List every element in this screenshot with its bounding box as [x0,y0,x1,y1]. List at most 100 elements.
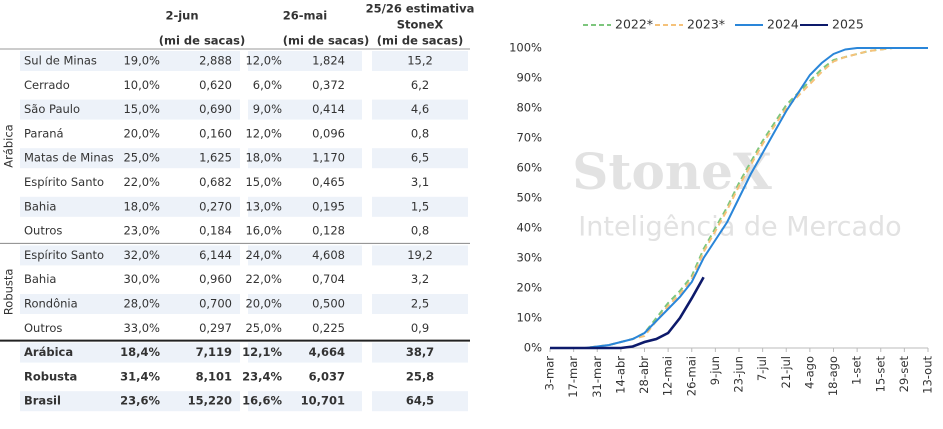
row-shade [248,294,362,314]
legend-label: 2024 [767,17,799,32]
cell: 25,0% [245,321,282,335]
row-shade [20,391,240,412]
y-tick-label: 0% [524,341,542,355]
row-shade [20,148,240,169]
x-tick-label: 29-set [897,356,911,393]
cell: 7,119 [196,345,232,359]
cell: 0,8 [411,126,429,140]
cell: 4,608 [312,248,345,262]
cell: 0,372 [312,78,345,92]
cell: 23,4% [242,369,282,383]
row-shade [372,51,468,71]
cell: São Paulo [24,102,80,116]
x-tick-label: 23-jun [732,356,746,393]
legend-label: 2025 [832,17,864,32]
group-label: Arábica [2,124,16,168]
cell: Espírito Santo [24,248,104,262]
x-tick-label: 3-mar [543,356,557,391]
watermark: Inteligência de Mercado [578,212,901,243]
y-tick-label: 100% [509,41,542,55]
x-tick-label: 12-mai [661,356,675,396]
cell: 38,7 [406,345,434,359]
x-tick-label: 17-mar [566,356,580,398]
cell: 15,220 [188,394,232,408]
cell: 12,0% [245,54,282,68]
cell: 2,5 [411,297,429,311]
cell: 0,620 [199,78,232,92]
cell: 4,6 [411,102,429,116]
cell: 0,414 [312,102,345,116]
row-shade [20,342,240,363]
cell: 6,0% [253,78,282,92]
cell: 16,0% [245,224,282,238]
row-shade [20,294,240,314]
cell: 0,690 [199,102,232,116]
cell: 0,297 [199,321,232,335]
cell: 28,0% [123,297,160,311]
x-tick-label: 18-ago [826,356,840,396]
cell: 6,144 [199,248,232,262]
row-shade [248,148,362,169]
group-label: Robusta [2,269,16,316]
y-tick-label: 10% [516,311,542,325]
x-tick-label: 15-set [873,356,887,393]
row-shade [20,99,240,120]
cell: 0,160 [199,126,232,140]
cell: 6,5 [411,151,429,165]
header-title: StoneX [397,18,444,32]
y-tick-label: 40% [516,221,542,235]
cell: 10,701 [301,394,345,408]
cell: 18,4% [120,345,160,359]
row-shade [372,391,468,412]
y-tick-label: 90% [516,71,542,85]
cell: 25,0% [123,151,160,165]
row-shade [248,342,362,363]
cell: Robusta [24,369,77,383]
cell: Matas de Minas [24,151,114,165]
line [550,47,928,349]
cell: 15,0% [123,102,160,116]
cell: 2,888 [199,54,232,68]
x-tick-label: 31-mar [590,356,604,398]
cell: 32,0% [123,248,160,262]
cell: 0,096 [312,126,345,140]
y-tick-label: 80% [516,101,542,115]
cell: 3,2 [411,272,429,286]
header-unit: (mi de sacas) [159,34,246,48]
cell: 6,2 [411,78,429,92]
cell: 0,195 [312,199,345,213]
cell: Paraná [24,126,64,140]
x-tick-label: 9-jun [708,356,722,385]
cell: 19,2 [407,248,433,262]
row-shade [372,294,468,314]
cell: 0,960 [199,272,232,286]
cell: 0,184 [199,224,232,238]
cell: 13,0% [245,199,282,213]
cell: Bahia [24,199,56,213]
x-tick-label: 26-mai [684,356,698,396]
cell: 4,664 [309,345,345,359]
cell: 18,0% [245,151,282,165]
header-title: 25/26 estimativa [366,2,475,16]
row-shade [372,342,468,363]
cell: 20,0% [245,297,282,311]
line [550,276,705,350]
cell: 33,0% [123,321,160,335]
row-shade [20,51,240,71]
header-unit: (mi de sacas) [283,34,370,48]
cell: Arábica [24,345,73,359]
x-tick-label: 1-set [850,356,864,386]
cell: Brasil [24,394,61,408]
legend-label: 2022* [615,17,653,32]
cell: 0,9 [411,321,429,335]
cell: 12,1% [242,345,282,359]
header-title: 2-jun [165,9,198,23]
watermark: StoneX [572,142,772,201]
row-shade [20,196,240,217]
row-shade [248,51,362,71]
cell: 24,0% [245,248,282,262]
cell: 6,037 [309,369,345,383]
cell: 1,170 [312,151,345,165]
cell: 18,0% [123,199,160,213]
header-unit: (mi de sacas) [377,34,464,48]
